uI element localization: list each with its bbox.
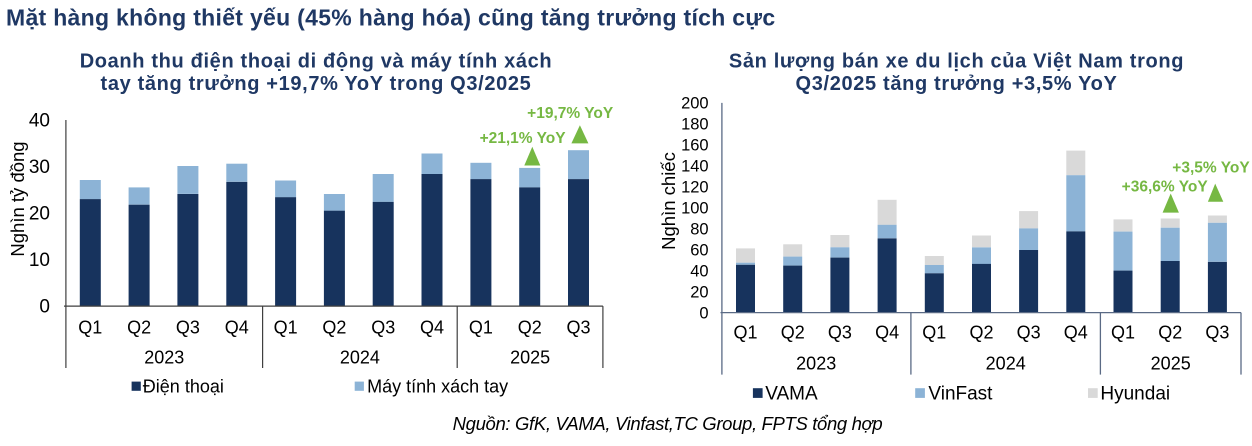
svg-text:Q2: Q2 xyxy=(969,323,993,343)
svg-text:Q4: Q4 xyxy=(225,318,249,338)
svg-text:Q2: Q2 xyxy=(518,318,542,338)
svg-text:Hyundai: Hyundai xyxy=(1100,384,1170,405)
svg-text:Điện thoại: Điện thoại xyxy=(143,377,224,397)
svg-text:20: 20 xyxy=(690,283,708,301)
svg-text:Nguồn: GfK, VAMA, Vinfast,TC G: Nguồn: GfK, VAMA, Vinfast,TC Group, FPTS… xyxy=(453,413,883,434)
svg-text:2023: 2023 xyxy=(144,348,184,368)
svg-text:140: 140 xyxy=(681,158,709,176)
svg-text:Nghìn tỷ đồng: Nghìn tỷ đồng xyxy=(7,141,28,256)
svg-text:Q4: Q4 xyxy=(420,318,444,338)
svg-text:Q3: Q3 xyxy=(176,318,200,338)
svg-text:Q1: Q1 xyxy=(922,323,946,343)
svg-text:Máy tính xách tay: Máy tính xách tay xyxy=(367,377,508,397)
svg-text:Q1: Q1 xyxy=(78,318,102,338)
svg-text:40: 40 xyxy=(690,263,708,281)
svg-text:VinFast: VinFast xyxy=(928,384,993,405)
svg-text:120: 120 xyxy=(681,179,709,197)
svg-text:200: 200 xyxy=(681,95,709,113)
svg-text:Q3: Q3 xyxy=(566,318,590,338)
svg-text:Q1: Q1 xyxy=(274,318,298,338)
svg-text:Q3: Q3 xyxy=(828,323,852,343)
svg-text:Doanh thu điện thoại di động v: Doanh thu điện thoại di động và máy tính… xyxy=(80,50,553,72)
svg-text:0: 0 xyxy=(699,304,708,322)
svg-text:Q3: Q3 xyxy=(371,318,395,338)
svg-text:Q1: Q1 xyxy=(469,318,493,338)
svg-text:Q4: Q4 xyxy=(875,323,899,343)
svg-text:+3,5% YoY: +3,5% YoY xyxy=(1172,160,1250,177)
svg-text:VAMA: VAMA xyxy=(765,384,818,405)
svg-text:+19,7% YoY: +19,7% YoY xyxy=(527,105,614,122)
svg-text:+21,1% YoY: +21,1% YoY xyxy=(480,130,567,147)
svg-text:60: 60 xyxy=(690,242,708,260)
svg-text:Q2: Q2 xyxy=(127,318,151,338)
svg-text:2025: 2025 xyxy=(1151,353,1191,373)
svg-text:160: 160 xyxy=(681,137,709,155)
svg-text:Q2: Q2 xyxy=(1158,323,1182,343)
svg-text:tay tăng trưởng +19,7% YoY tro: tay tăng trưởng +19,7% YoY trong Q3/2025 xyxy=(101,73,532,95)
svg-text:Nghìn chiếc: Nghìn chiếc xyxy=(658,152,679,250)
svg-text:180: 180 xyxy=(681,116,709,134)
svg-text:2023: 2023 xyxy=(796,353,836,373)
svg-text:Q1: Q1 xyxy=(1111,323,1135,343)
svg-text:Q4: Q4 xyxy=(1064,323,1088,343)
svg-text:2025: 2025 xyxy=(510,348,550,368)
svg-text:Mặt hàng không thiết yếu (45%: Mặt hàng không thiết yếu (45% hàng hóa) … xyxy=(6,5,775,31)
svg-text:2024: 2024 xyxy=(986,353,1026,373)
svg-text:Q3: Q3 xyxy=(1017,323,1041,343)
svg-text:Q1: Q1 xyxy=(733,323,757,343)
svg-text:+36,6% YoY: +36,6% YoY xyxy=(1122,179,1209,196)
svg-text:80: 80 xyxy=(690,221,708,239)
svg-text:0: 0 xyxy=(39,297,50,318)
svg-text:Q3: Q3 xyxy=(1205,323,1229,343)
svg-text:30: 30 xyxy=(29,157,50,178)
svg-text:40: 40 xyxy=(29,111,50,132)
svg-text:Q2: Q2 xyxy=(781,323,805,343)
svg-text:20: 20 xyxy=(29,204,50,225)
svg-text:10: 10 xyxy=(29,250,50,271)
svg-text:Q3/2025 tăng trưởng +3,5% YoY: Q3/2025 tăng trưởng +3,5% YoY xyxy=(796,73,1118,95)
svg-text:2024: 2024 xyxy=(340,348,380,368)
svg-text:100: 100 xyxy=(681,200,709,218)
svg-text:Q2: Q2 xyxy=(322,318,346,338)
svg-text:Sản lượng bán xe du lịch của V: Sản lượng bán xe du lịch của Việt Nam tr… xyxy=(729,50,1184,72)
